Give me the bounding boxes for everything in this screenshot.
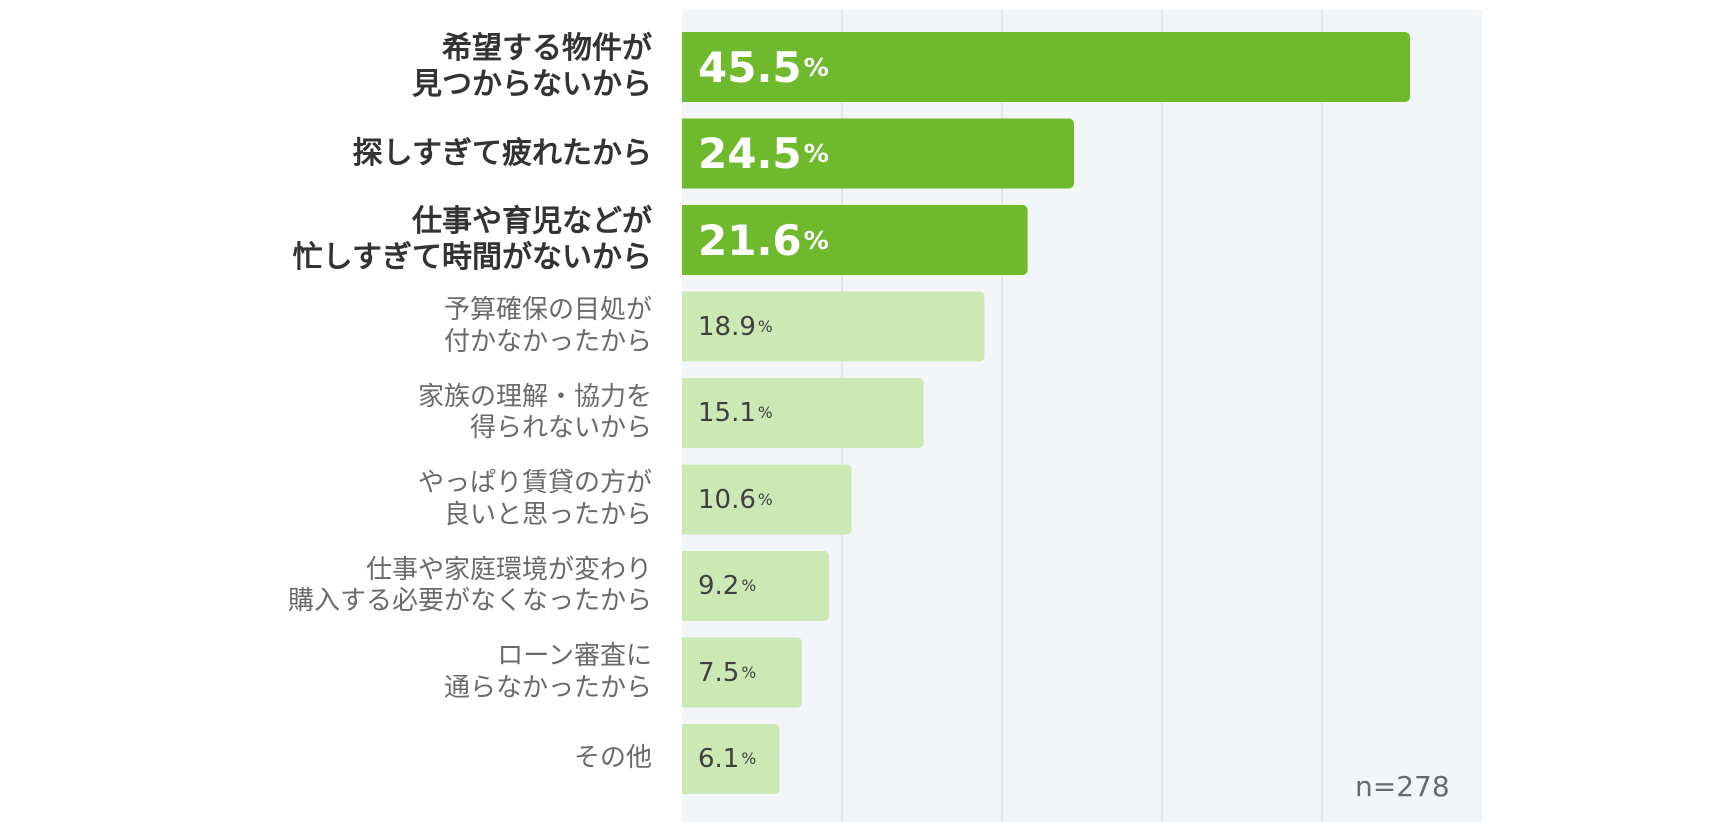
bar-4-edge [682, 378, 688, 448]
value-unit-5: % [757, 490, 773, 509]
bar-7-edge [682, 637, 688, 708]
sample-size-note: n=278 [1355, 770, 1450, 803]
bar-4 [682, 378, 924, 448]
value-unit-6: % [741, 577, 757, 595]
value-number-4: 15.1 [698, 398, 756, 428]
bar-1-edge [682, 118, 688, 189]
value-number-3: 18.9 [698, 311, 756, 342]
bar-7 [682, 637, 802, 708]
value-label-4: 15.1% [698, 378, 773, 448]
value-unit-7: % [741, 663, 757, 682]
value-number-7: 7.5 [698, 657, 740, 688]
value-unit-2: % [803, 225, 829, 255]
bar-2-edge [682, 205, 688, 275]
bar-8-edge [682, 724, 688, 794]
category-label-6: 仕事や家庭環境が変わり 購入する必要がなくなったから [287, 554, 652, 616]
category-label-2: 仕事や育児などが 忙しすぎて時間がないから [292, 204, 652, 275]
bar-0-edge [682, 32, 688, 102]
value-number-0: 45.5 [698, 42, 802, 92]
value-label-7: 7.5% [698, 638, 756, 708]
category-label-4: 家族の理解・協力を 得られないから [417, 381, 652, 443]
value-label-6: 9.2% [698, 551, 756, 621]
value-unit-3: % [757, 317, 773, 336]
value-unit-4: % [757, 404, 773, 422]
value-unit-8: % [741, 750, 757, 768]
category-label-5: やっぱり賃貸の方が 良いと思ったから [417, 468, 652, 530]
bar-1 [682, 118, 1074, 189]
category-label-8: その他 [573, 743, 652, 774]
category-label-0: 希望する物件が 見つからないから [412, 31, 652, 102]
value-number-6: 9.2 [698, 571, 740, 601]
category-label-7: ローン審査に 通らなかったから [443, 641, 652, 703]
bar-6 [682, 551, 830, 621]
bar-3 [682, 291, 985, 362]
category-label-1: 探しすぎて疲れたから [352, 135, 652, 171]
bar-6-edge [682, 551, 688, 621]
value-unit-0: % [803, 52, 829, 82]
value-number-1: 24.5 [698, 129, 802, 178]
bar-8 [682, 724, 780, 794]
bar-5 [682, 464, 852, 535]
value-label-5: 10.6% [698, 465, 773, 535]
value-label-3: 18.9% [698, 292, 773, 362]
bar-0 [682, 32, 1410, 102]
value-label-0: 45.5% [698, 32, 829, 102]
value-label-8: 6.1% [698, 724, 756, 794]
value-number-8: 6.1 [698, 744, 740, 774]
value-unit-1: % [803, 139, 829, 168]
value-label-1: 24.5% [698, 119, 829, 189]
value-number-5: 10.6 [698, 484, 756, 515]
bar-5-edge [682, 464, 688, 535]
bar-2 [682, 205, 1028, 275]
value-number-2: 21.6 [698, 215, 802, 265]
value-label-2: 21.6% [698, 205, 829, 275]
category-label-3: 予算確保の目処が 付かなかったから [443, 295, 652, 357]
bar-3-edge [682, 291, 688, 362]
